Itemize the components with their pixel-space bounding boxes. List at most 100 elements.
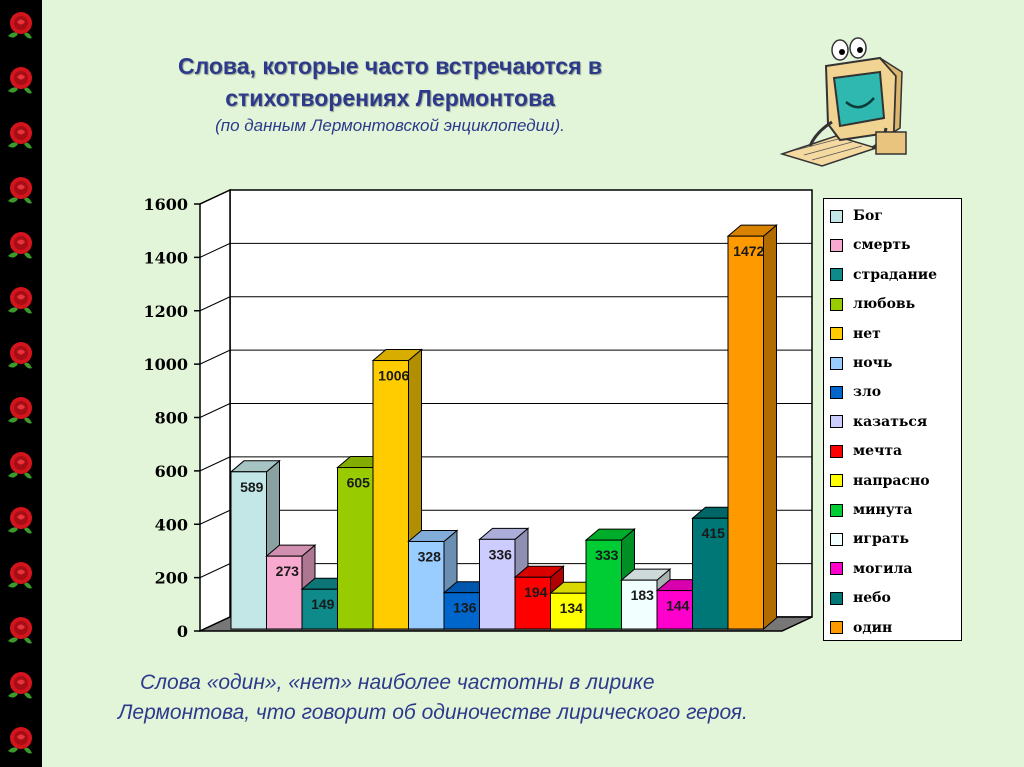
legend-item: казаться [830,412,927,432]
rose-icon [8,617,32,644]
legend-item: любовь [830,294,915,314]
legend-item: один [830,618,892,638]
rose-icon [8,67,32,94]
rose-icon [8,122,32,149]
data-label: 1472 [733,243,764,259]
bar-11 [585,539,622,630]
legend-label: нет [853,325,881,342]
legend-label: минута [853,502,913,518]
legend-item: ночь [830,353,892,373]
bar-2 [266,555,303,630]
legend-swatch [830,562,843,576]
legend-item: нет [830,324,881,344]
legend-swatch [830,238,843,252]
y-tick-label: 1200 [143,302,188,321]
legend-swatch [830,591,843,605]
legend-swatch [830,268,843,282]
legend-label: мечта [853,443,903,460]
bar-8 [479,538,516,630]
data-label: 136 [453,600,477,616]
y-tick-label: 1000 [143,355,188,374]
gridline [199,456,231,472]
data-label: 273 [276,563,300,579]
y-tick-label: 400 [155,515,188,534]
legend-label: зло [853,384,882,401]
legend-item: напрасно [830,471,930,491]
legend-swatch [830,503,843,517]
bar-13 [656,590,693,630]
bar-9 [514,576,551,630]
legend-label: один [853,619,893,636]
page-title: Слова, которые часто встречаются в стихо… [177,53,603,111]
legend-label: казаться [853,413,928,430]
rose-icon [8,232,32,259]
gridline [199,403,231,418]
legend-swatch [830,415,843,429]
rose-icon [8,507,32,534]
rose-icon [8,727,32,754]
rose-border [0,0,42,767]
legend-label: играть [853,531,909,548]
data-label: 149 [311,596,335,612]
legend-label: смерть [853,237,911,254]
gridline [199,296,231,312]
gridline [199,349,231,365]
data-label: 333 [595,547,619,563]
legend-item: смерть [830,235,911,255]
legend-swatch [830,297,843,311]
legend-label: могила [853,560,913,577]
bar-15 [727,235,764,630]
legend-item: Бог [830,206,883,226]
rose-icon [8,562,32,589]
rose-icon [8,12,32,39]
legend-label: любовь [853,296,916,313]
legend-swatch [830,474,843,488]
bar-5 [372,360,409,630]
rose-icon [8,177,32,204]
rose-icon [8,397,32,424]
conclusion-text: Слова «один», «нет» наиболее частотны в … [100,668,980,728]
legend-swatch [830,444,843,458]
data-label: 605 [347,475,371,491]
y-tick-label: 800 [155,409,188,428]
legend-item: играть [830,529,909,549]
conclusion-line-2: Лермонтова, что говорит об одиночестве л… [118,701,748,724]
conclusion-line-1: Слова «один», «нет» наиболее частотны в … [140,671,655,694]
legend-label: небо [853,590,891,607]
gridline [199,509,231,525]
bar-4 [337,467,374,630]
bar-14 [692,517,729,630]
legend-label: напрасно [853,472,930,489]
data-label: 336 [489,546,513,562]
computer-mascot-icon [779,37,907,167]
data-label: 589 [240,479,264,495]
bar-side [763,224,777,631]
legend-swatch [830,209,843,223]
legend-label: ночь [853,355,893,371]
bar-10 [550,592,587,630]
page-subtitle: (по данным Лермонтовской энциклопедии). [215,116,565,135]
legend-swatch [830,532,843,546]
bar-6 [408,540,445,630]
data-label: 183 [631,587,655,603]
y-tick-label: 0 [177,622,188,641]
rose-icon [8,287,32,314]
data-label: 1006 [378,368,409,384]
chart-legend: Бог смерть страдание любовь нет ночь зло казать… [823,198,962,641]
data-label: 328 [418,548,442,564]
y-tick-label: 1600 [143,195,188,214]
data-label: 194 [524,584,548,600]
gridline [199,189,231,205]
legend-item: небо [830,588,891,608]
y-tick-label: 600 [155,462,188,481]
legend-label: страдание [853,266,937,283]
legend-item: мечта [830,441,902,461]
legend-label: Бог [853,208,883,224]
legend-swatch [830,327,843,341]
legend-item: зло [830,382,881,402]
bar-1 [230,471,267,630]
legend-swatch [830,621,843,635]
legend-item: страдание [830,265,937,285]
data-label: 144 [666,598,690,614]
